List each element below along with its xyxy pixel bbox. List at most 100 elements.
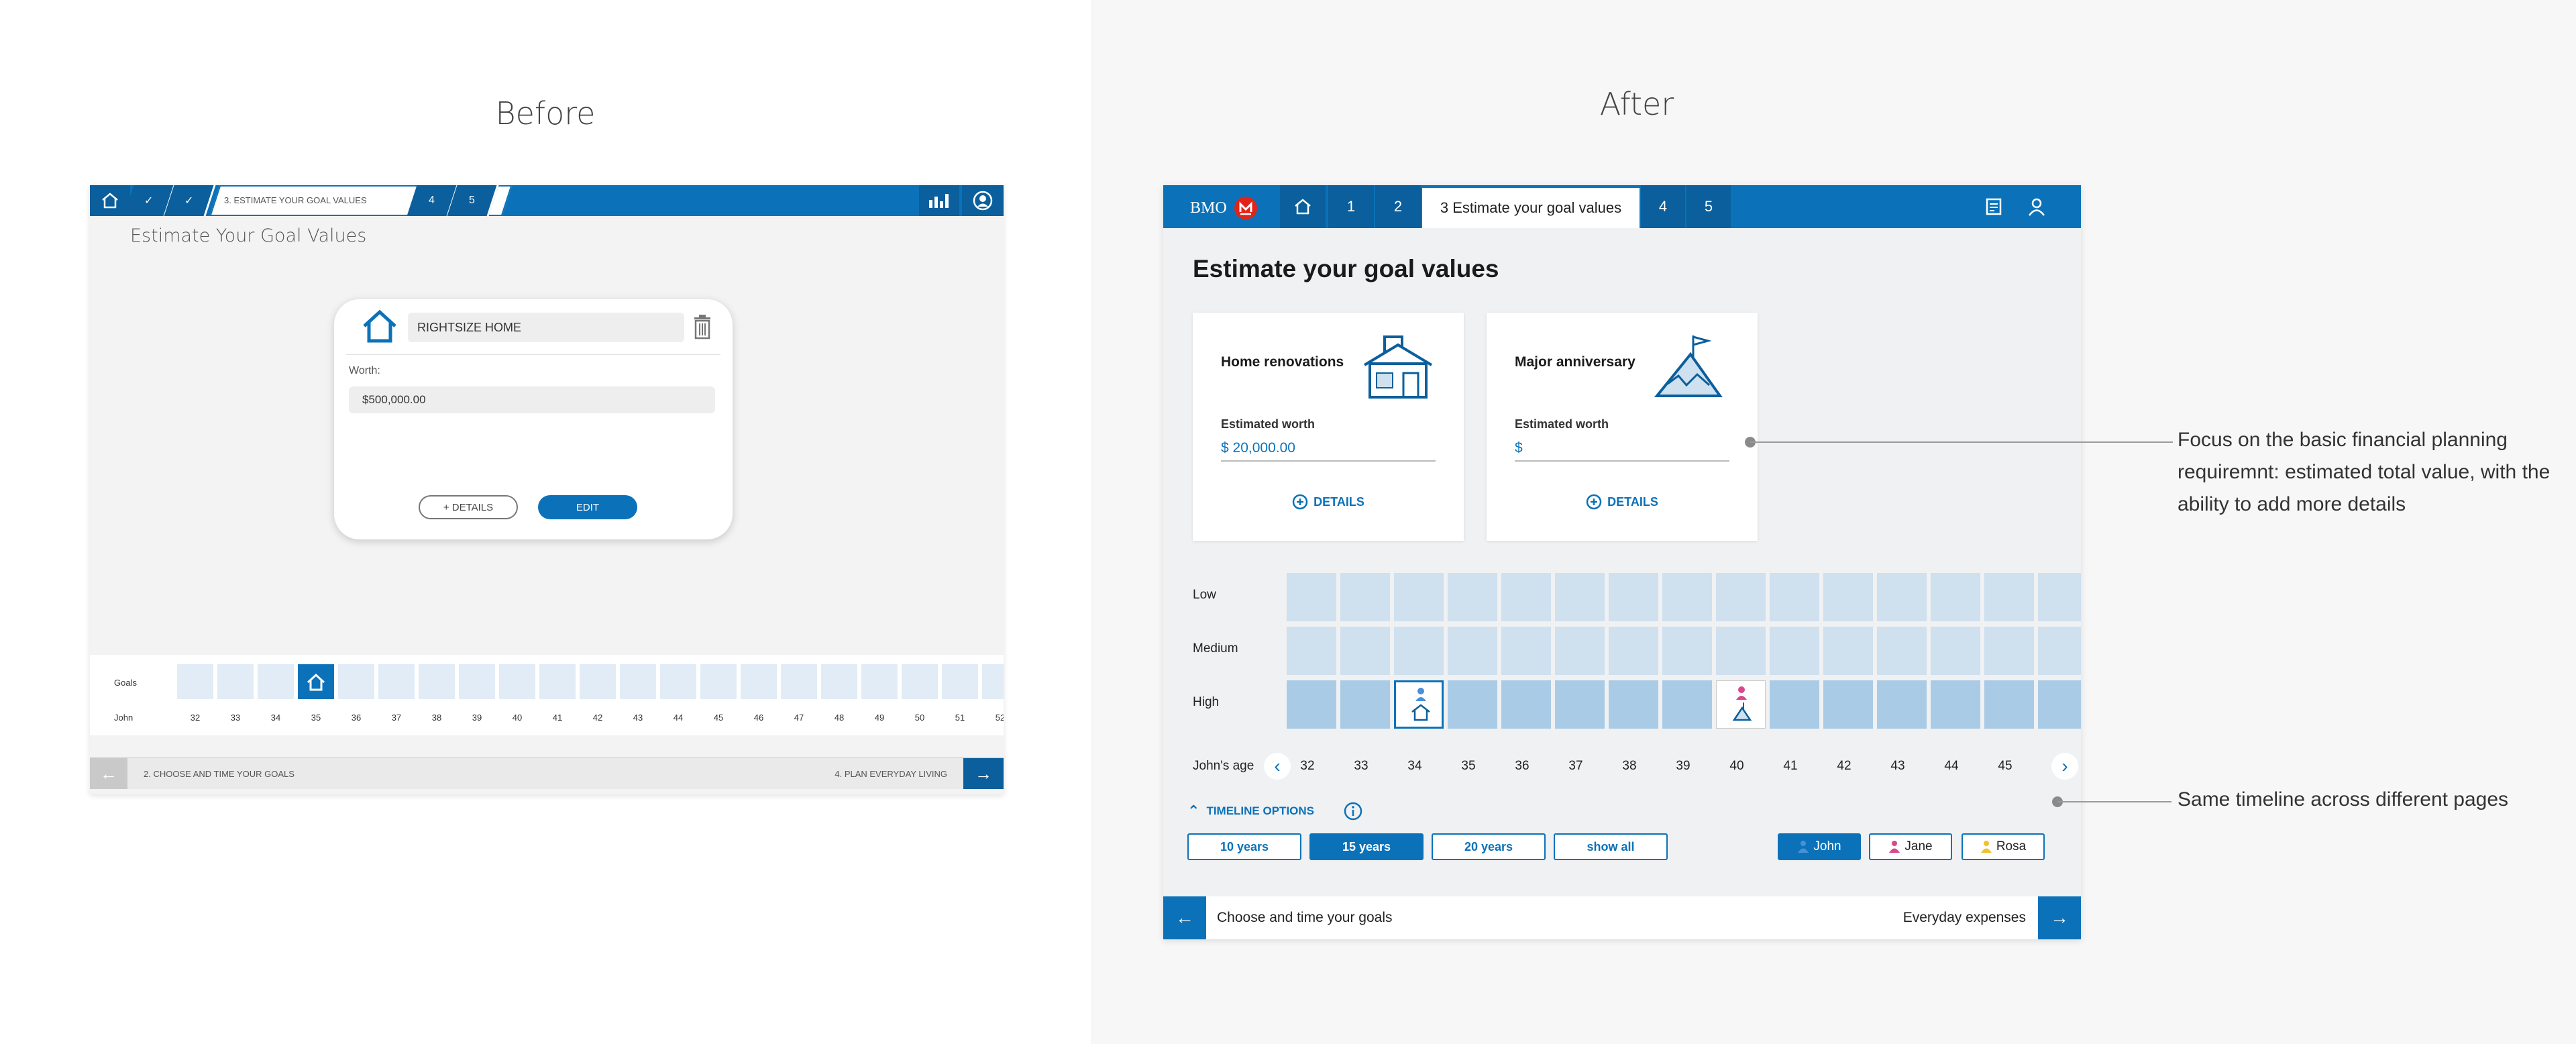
goal-grid-cell[interactable] xyxy=(1340,680,1390,729)
goal-grid-cell[interactable] xyxy=(1287,573,1336,621)
timeline-cell[interactable] xyxy=(419,664,455,699)
timeline-options-toggle[interactable]: ⌃ TIMELINE OPTIONS xyxy=(1187,802,1314,820)
report-button[interactable] xyxy=(1983,196,2004,217)
goal-grid-cell[interactable] xyxy=(1609,627,1658,675)
goal-grid-cell[interactable] xyxy=(1716,627,1766,675)
timeline-cell[interactable] xyxy=(700,664,737,699)
goal-grid-cell[interactable] xyxy=(1501,680,1551,729)
goal-grid-cell[interactable] xyxy=(1770,627,1819,675)
goal-grid-cell[interactable] xyxy=(1770,680,1819,729)
goal-grid-cell[interactable] xyxy=(1448,627,1497,675)
goal-grid-cell[interactable] xyxy=(1877,627,1927,675)
timeline-prev-button[interactable]: ‹ xyxy=(1264,753,1291,780)
timeline-10-years-button[interactable]: 10 years xyxy=(1187,833,1301,860)
goal-grid-cell[interactable] xyxy=(1984,573,2034,621)
goal-grid-cell[interactable] xyxy=(1609,573,1658,621)
goal-grid-cell[interactable] xyxy=(1984,627,2034,675)
step5-tab[interactable]: 5 xyxy=(1685,185,1732,228)
prev-step-label[interactable]: Choose and time your goals xyxy=(1217,910,1393,925)
goal-grid-cell[interactable] xyxy=(1984,680,2034,729)
goal-grid-cell[interactable] xyxy=(1662,573,1712,621)
person-filter-jane[interactable]: Jane xyxy=(1869,833,1952,860)
timeline-next-button[interactable]: › xyxy=(2051,753,2078,780)
goal-grid-cell[interactable] xyxy=(1716,573,1766,621)
step4-tab[interactable]: 4 xyxy=(1640,185,1686,228)
timeline-15-years-button[interactable]: 15 years xyxy=(1309,833,1424,860)
goal-grid-cell[interactable] xyxy=(1877,680,1927,729)
home-nav-button[interactable] xyxy=(90,185,130,216)
timeline-cell[interactable] xyxy=(338,664,374,699)
timeline-show-all-button[interactable]: show all xyxy=(1554,833,1668,860)
step3-active-tab[interactable]: 3 Estimate your goal values xyxy=(1422,185,1640,228)
next-step-button[interactable]: → xyxy=(2038,896,2081,939)
trash-icon[interactable] xyxy=(692,314,712,340)
step2-tab[interactable]: 2 xyxy=(1374,185,1422,228)
goal-grid-cell[interactable] xyxy=(1287,680,1336,729)
goal-grid-cell[interactable] xyxy=(1823,627,1873,675)
edit-button[interactable]: EDIT xyxy=(538,495,637,519)
goal-grid-cell[interactable] xyxy=(1340,573,1390,621)
prev-step-label[interactable]: 2. CHOOSE AND TIME YOUR GOALS xyxy=(144,769,294,779)
timeline-cell[interactable] xyxy=(902,664,938,699)
goal-grid-cell[interactable] xyxy=(2038,627,2081,675)
timeline-cell[interactable] xyxy=(861,664,898,699)
goal-name-field[interactable]: RIGHTSIZE HOME xyxy=(408,313,684,342)
timeline-cell[interactable] xyxy=(539,664,576,699)
timeline-cell[interactable] xyxy=(459,664,495,699)
goal-grid-cell[interactable] xyxy=(1931,680,1980,729)
timeline-cell[interactable] xyxy=(580,664,616,699)
next-step-label[interactable]: Everyday expenses xyxy=(1902,910,2026,925)
timeline-cell[interactable] xyxy=(781,664,817,699)
person-filter-john[interactable]: John xyxy=(1778,833,1861,860)
goal-grid-cell[interactable] xyxy=(1662,627,1712,675)
step2-done-button[interactable]: ✓ xyxy=(164,185,216,216)
goal-grid-cell[interactable] xyxy=(1770,573,1819,621)
worth-field[interactable]: $500,000.00 xyxy=(349,386,715,413)
estimated-worth-input[interactable]: $ 20,000.00 xyxy=(1221,436,1436,462)
goal-grid-cell[interactable] xyxy=(2038,573,2081,621)
timeline-cell[interactable] xyxy=(217,664,254,699)
prev-step-button[interactable]: ← xyxy=(90,758,127,789)
timeline-cell[interactable] xyxy=(620,664,656,699)
timeline-20-years-button[interactable]: 20 years xyxy=(1432,833,1546,860)
timeline-cell[interactable] xyxy=(982,664,1004,699)
timeline-cell[interactable] xyxy=(942,664,978,699)
goal-grid-cell[interactable] xyxy=(1448,573,1497,621)
goal-grid-cell[interactable] xyxy=(1394,627,1444,675)
timeline-cell[interactable] xyxy=(821,664,857,699)
goal-grid-cell[interactable] xyxy=(2038,680,2081,729)
timeline-cell[interactable] xyxy=(258,664,294,699)
prev-step-button[interactable]: ← xyxy=(1163,896,1206,939)
goal-grid-cell[interactable] xyxy=(1555,680,1605,729)
goal-grid-cell[interactable] xyxy=(1555,573,1605,621)
home-tab[interactable] xyxy=(1279,185,1327,228)
profile-button[interactable] xyxy=(962,185,1004,216)
details-button[interactable]: + DETAILS xyxy=(419,495,518,519)
timeline-cell[interactable] xyxy=(660,664,696,699)
next-step-button[interactable]: → xyxy=(963,758,1004,789)
timeline-cell[interactable] xyxy=(499,664,535,699)
goal-grid-cell[interactable] xyxy=(1501,627,1551,675)
estimated-worth-input[interactable]: $ xyxy=(1515,436,1729,462)
goal-grid-cell[interactable] xyxy=(1609,680,1658,729)
goal-grid-cell[interactable] xyxy=(1287,627,1336,675)
goal-grid-cell[interactable] xyxy=(1394,573,1444,621)
timeline-cell[interactable] xyxy=(741,664,777,699)
chart-button[interactable] xyxy=(919,185,959,216)
goal-grid-cell[interactable] xyxy=(1931,573,1980,621)
goal-grid-cell[interactable] xyxy=(1716,680,1766,729)
timeline-cell[interactable] xyxy=(378,664,415,699)
goal-grid-cell[interactable] xyxy=(1340,627,1390,675)
goal-grid-cell[interactable] xyxy=(1501,573,1551,621)
goal-grid-cell[interactable] xyxy=(1823,680,1873,729)
timeline-cell[interactable] xyxy=(298,664,334,699)
person-filter-rosa[interactable]: Rosa xyxy=(1962,833,2045,860)
goal-grid-cell[interactable] xyxy=(1931,627,1980,675)
details-button[interactable]: DETAILS xyxy=(1487,494,1758,510)
next-step-label[interactable]: 4. PLAN EVERYDAY LIVING xyxy=(835,769,947,779)
step1-tab[interactable]: 1 xyxy=(1327,185,1375,228)
goal-grid-cell[interactable] xyxy=(1394,680,1444,729)
details-button[interactable]: DETAILS xyxy=(1193,494,1464,510)
goal-grid-cell[interactable] xyxy=(1448,680,1497,729)
timeline-cell[interactable] xyxy=(177,664,213,699)
